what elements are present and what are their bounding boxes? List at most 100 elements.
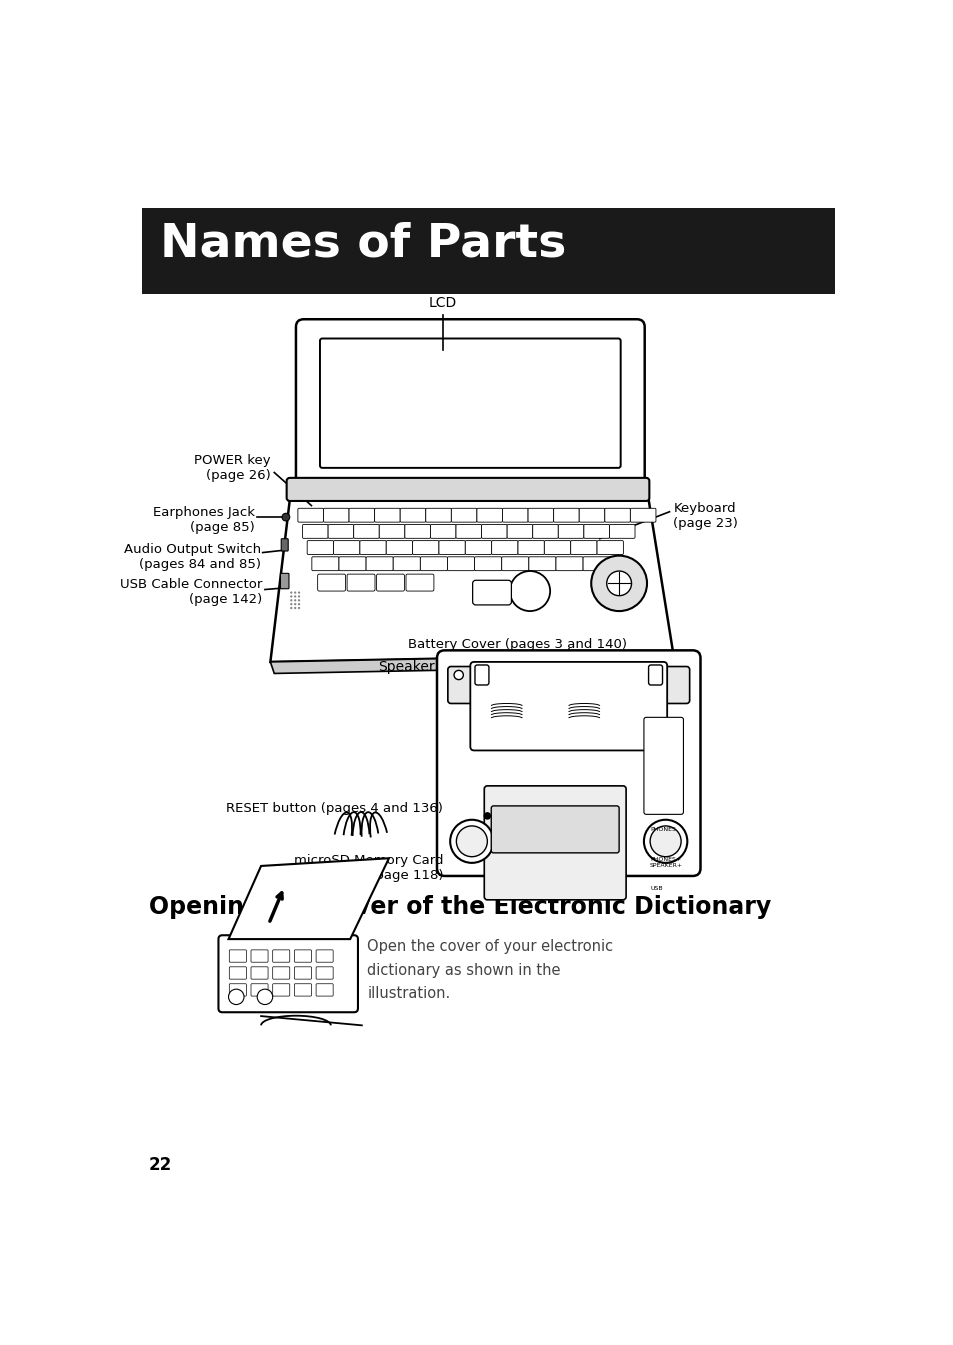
FancyBboxPatch shape (280, 573, 289, 589)
FancyBboxPatch shape (451, 508, 476, 522)
FancyBboxPatch shape (481, 525, 507, 538)
FancyBboxPatch shape (609, 525, 635, 538)
Polygon shape (270, 654, 677, 674)
Circle shape (450, 819, 493, 863)
FancyBboxPatch shape (412, 541, 438, 554)
Circle shape (297, 592, 300, 593)
FancyBboxPatch shape (317, 574, 345, 590)
Circle shape (290, 603, 293, 605)
Text: 22: 22 (149, 1155, 172, 1174)
FancyBboxPatch shape (229, 983, 246, 997)
FancyBboxPatch shape (375, 508, 399, 522)
Circle shape (297, 603, 300, 605)
FancyBboxPatch shape (399, 508, 425, 522)
Circle shape (297, 607, 300, 609)
FancyBboxPatch shape (273, 967, 290, 979)
FancyBboxPatch shape (251, 950, 268, 962)
FancyBboxPatch shape (447, 557, 474, 570)
Circle shape (290, 592, 293, 593)
Text: PHONES: PHONES (649, 827, 676, 833)
FancyBboxPatch shape (376, 574, 404, 590)
FancyBboxPatch shape (406, 574, 434, 590)
FancyBboxPatch shape (474, 557, 501, 570)
FancyBboxPatch shape (295, 319, 644, 491)
Text: Audio Output Switch
(pages 84 and 85): Audio Output Switch (pages 84 and 85) (124, 542, 261, 570)
FancyBboxPatch shape (273, 983, 290, 997)
Circle shape (649, 826, 680, 857)
Text: Keyboard
(page 23): Keyboard (page 23) (673, 502, 738, 530)
Text: Earphones Jack
(page 85): Earphones Jack (page 85) (152, 506, 254, 534)
FancyBboxPatch shape (315, 950, 333, 962)
FancyBboxPatch shape (517, 541, 544, 554)
FancyBboxPatch shape (597, 541, 622, 554)
Circle shape (229, 989, 244, 1005)
FancyBboxPatch shape (379, 525, 404, 538)
Circle shape (294, 607, 296, 609)
Text: Opening the Cover of the Electronic Dictionary: Opening the Cover of the Electronic Dict… (149, 896, 770, 919)
FancyBboxPatch shape (218, 935, 357, 1013)
FancyBboxPatch shape (532, 525, 558, 538)
FancyBboxPatch shape (229, 950, 246, 962)
FancyBboxPatch shape (312, 557, 338, 570)
FancyBboxPatch shape (338, 557, 366, 570)
Circle shape (606, 572, 631, 596)
FancyBboxPatch shape (430, 525, 456, 538)
FancyBboxPatch shape (578, 508, 604, 522)
Circle shape (456, 826, 487, 857)
Text: USB: USB (649, 886, 662, 890)
FancyBboxPatch shape (281, 539, 288, 551)
Text: PHONES+
SPEAKER+: PHONES+ SPEAKER+ (649, 857, 682, 868)
Circle shape (290, 599, 293, 601)
FancyBboxPatch shape (294, 983, 311, 997)
Circle shape (509, 572, 550, 611)
Polygon shape (229, 858, 389, 939)
FancyBboxPatch shape (484, 785, 625, 900)
FancyBboxPatch shape (404, 525, 430, 538)
FancyBboxPatch shape (229, 967, 246, 979)
Circle shape (290, 596, 293, 597)
FancyBboxPatch shape (297, 508, 323, 522)
Text: Battery Cover (pages 3 and 140): Battery Cover (pages 3 and 140) (408, 638, 626, 651)
FancyBboxPatch shape (315, 983, 333, 997)
FancyBboxPatch shape (359, 541, 386, 554)
FancyBboxPatch shape (334, 541, 359, 554)
Circle shape (294, 592, 296, 593)
FancyBboxPatch shape (315, 967, 333, 979)
FancyBboxPatch shape (347, 574, 375, 590)
FancyBboxPatch shape (507, 525, 532, 538)
Text: POWER key
(page 26): POWER key (page 26) (193, 455, 270, 482)
Circle shape (591, 555, 646, 611)
FancyBboxPatch shape (294, 950, 311, 962)
Circle shape (282, 514, 290, 521)
Circle shape (643, 819, 686, 863)
Text: Names of Parts: Names of Parts (159, 222, 565, 266)
FancyBboxPatch shape (643, 717, 682, 814)
FancyBboxPatch shape (544, 541, 570, 554)
Circle shape (454, 670, 463, 679)
FancyBboxPatch shape (420, 557, 447, 570)
Text: RESET button (pages 4 and 136): RESET button (pages 4 and 136) (226, 802, 443, 815)
FancyBboxPatch shape (491, 541, 517, 554)
FancyBboxPatch shape (307, 541, 334, 554)
FancyBboxPatch shape (475, 664, 488, 685)
FancyBboxPatch shape (491, 806, 618, 853)
Text: LCD: LCD (429, 296, 456, 309)
FancyBboxPatch shape (302, 525, 328, 538)
Circle shape (257, 989, 273, 1005)
Text: RESET: RESET (493, 812, 510, 816)
FancyBboxPatch shape (386, 541, 412, 554)
FancyBboxPatch shape (465, 541, 491, 554)
FancyBboxPatch shape (528, 508, 553, 522)
Text: microSD Memory Card
Slot/Cover (page 118): microSD Memory Card Slot/Cover (page 118… (294, 854, 443, 881)
FancyBboxPatch shape (323, 508, 349, 522)
FancyBboxPatch shape (558, 525, 583, 538)
Polygon shape (270, 484, 673, 662)
FancyBboxPatch shape (447, 667, 689, 703)
Circle shape (290, 607, 293, 609)
FancyBboxPatch shape (286, 477, 649, 500)
Circle shape (297, 596, 300, 597)
FancyBboxPatch shape (476, 508, 502, 522)
FancyBboxPatch shape (319, 339, 620, 468)
Text: microSD: microSD (492, 839, 515, 843)
FancyBboxPatch shape (470, 662, 666, 751)
